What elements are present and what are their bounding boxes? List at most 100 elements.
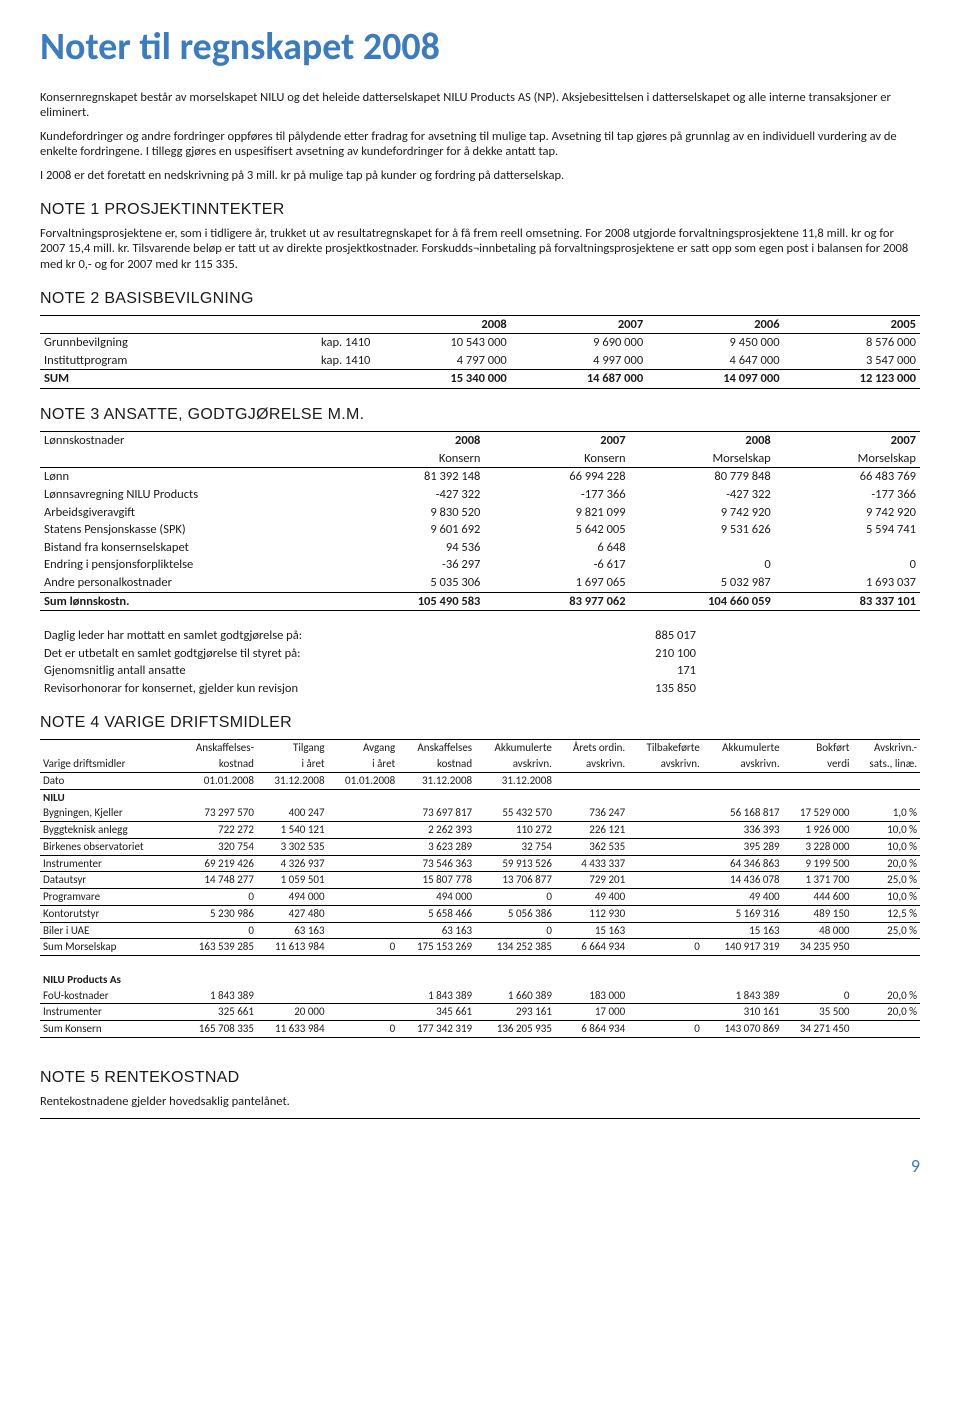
note4-header-cell xyxy=(40,740,176,756)
note4-cell xyxy=(628,855,703,872)
note3-cell: 1 693 037 xyxy=(775,574,920,592)
note3-sum-cell: 105 490 583 xyxy=(339,592,484,611)
note4-header-cell: 31.12.2008 xyxy=(398,772,475,789)
note3-row-label: Lønnsavregning NILU Products xyxy=(40,486,339,504)
note4-header-cell: i året xyxy=(257,756,328,772)
note4-cell: 3 623 289 xyxy=(398,838,475,855)
note4-cell: 5 658 466 xyxy=(398,905,475,922)
note3-cell: -6 617 xyxy=(484,556,629,574)
note4-sum-cell xyxy=(853,1021,921,1038)
note1-heading: NOTE 1 PROSJEKTINNTEKTER xyxy=(40,200,920,220)
note2-sum-label: SUM xyxy=(40,370,251,389)
note4-header-cell: Tilbakeførte xyxy=(628,740,703,756)
note4-cell: 59 913 526 xyxy=(475,855,555,872)
note3-extra-value: 210 100 xyxy=(568,645,700,663)
note3-cell: 5 032 987 xyxy=(630,574,775,592)
page-number: 9 xyxy=(40,1155,920,1178)
note4-cell: 0 xyxy=(475,922,555,939)
note4-sum-cell: 0 xyxy=(328,939,399,956)
note4-header-cell: Anskaffelses- xyxy=(176,740,257,756)
note4-header-cell: 31.12.2008 xyxy=(257,772,328,789)
note3-cell: 1 697 065 xyxy=(484,574,629,592)
note4-header-cell: Akkumulerte xyxy=(475,740,555,756)
note4-row-label: Bygningen, Kjeller xyxy=(40,805,176,821)
note4-cell: 73 697 817 xyxy=(398,805,475,821)
note4-cell: 14 748 277 xyxy=(176,872,257,889)
note3-cell: 81 392 148 xyxy=(339,468,484,486)
note4-header-cell: 01.01.2008 xyxy=(176,772,257,789)
note4-cell: 17 529 000 xyxy=(783,805,853,821)
note2-row-kap: kap. 1410 xyxy=(251,352,374,370)
note3-label0: Lønnskostnader xyxy=(40,432,339,450)
note4-cell xyxy=(628,838,703,855)
note4-cell: 3 228 000 xyxy=(783,838,853,855)
note3-h2: Morselskap xyxy=(630,450,775,468)
note4-sum-cell: 140 917 319 xyxy=(703,939,783,956)
note2-heading: NOTE 2 BASISBEVILGNING xyxy=(40,289,920,309)
note4-header-cell: Avskrivn.- xyxy=(853,740,921,756)
note4-header-cell: sats., linæ. xyxy=(853,756,921,772)
page-title: Noter til regnskapet 2008 xyxy=(40,24,920,72)
note3-cell: 80 779 848 xyxy=(630,468,775,486)
note3-row-label: Endring i pensjonsforpliktelse xyxy=(40,556,339,574)
note4-header-cell: Bokført xyxy=(783,740,853,756)
note4-sum-cell: 6 864 934 xyxy=(555,1021,628,1038)
intro-paragraph-2: Kundefordringer og andre fordringer oppf… xyxy=(40,129,920,160)
note4-cell xyxy=(628,905,703,922)
note5-heading: NOTE 5 RENTEKOSTNAD xyxy=(40,1068,920,1088)
note4-sum-label: Sum Morselskap xyxy=(40,939,176,956)
note3-extra-value: 135 850 xyxy=(568,680,700,698)
note4-sum-cell: 11 613 984 xyxy=(257,939,328,956)
note4-sum-cell: 34 235 950 xyxy=(783,939,853,956)
note4-sum-label: Sum Konsern xyxy=(40,1021,176,1038)
note4-group2: NILU Products As xyxy=(40,972,920,988)
note4-row-label: Birkenes observatoriet xyxy=(40,838,176,855)
note4-header-cell: verdi xyxy=(783,756,853,772)
note2-row-label: Instituttprogram xyxy=(40,352,251,370)
note4-cell: 310 161 xyxy=(703,1004,783,1021)
note4-cell: 1 371 700 xyxy=(783,872,853,889)
note4-cell: 49 400 xyxy=(703,889,783,906)
intro-paragraph-1: Konsernregnskapet består av morselskapet… xyxy=(40,90,920,121)
note4-sum-cell: 11 633 984 xyxy=(257,1021,328,1038)
note4-cell: 10,0 % xyxy=(853,822,921,839)
note2-cell: 4 647 000 xyxy=(647,352,783,370)
note4-cell: 15 163 xyxy=(703,922,783,939)
note4-cell: 20 000 xyxy=(257,1004,328,1021)
note4-cell: 64 346 863 xyxy=(703,855,783,872)
note4-cell: 63 163 xyxy=(398,922,475,939)
note4-cell xyxy=(628,872,703,889)
note4-sum-cell: 165 708 335 xyxy=(176,1021,257,1038)
note3-cell: -36 297 xyxy=(339,556,484,574)
note4-header-cell: avskrivn. xyxy=(703,756,783,772)
note4-header-cell: Varige driftsmidler xyxy=(40,756,176,772)
note4-cell: 0 xyxy=(475,889,555,906)
note3-cell: -427 322 xyxy=(630,486,775,504)
note4-header-cell: Akkumulerte xyxy=(703,740,783,756)
note4-cell: 400 247 xyxy=(257,805,328,821)
note3-cell: 9 830 520 xyxy=(339,504,484,522)
note4-cell xyxy=(328,922,399,939)
note4-cell: 4 433 337 xyxy=(555,855,628,872)
note4-sum-cell: 143 070 869 xyxy=(703,1021,783,1038)
note4-cell: 444 600 xyxy=(783,889,853,906)
note2-cell: 4 997 000 xyxy=(511,352,647,370)
note4-cell: 1 843 389 xyxy=(398,988,475,1004)
note4-cell: 20,0 % xyxy=(853,1004,921,1021)
note3-extra-label: Gjenomsnitlig antall ansatte xyxy=(40,662,568,680)
note4-cell: 427 480 xyxy=(257,905,328,922)
note2-col-2008: 2008 xyxy=(374,315,510,334)
note4-sum-cell: 0 xyxy=(328,1021,399,1038)
note4-cell: 10,0 % xyxy=(853,838,921,855)
note4-cell: 20,0 % xyxy=(853,855,921,872)
note4-cell: 0 xyxy=(176,889,257,906)
note4-cell: 12,5 % xyxy=(853,905,921,922)
note3-extra-value: 171 xyxy=(568,662,700,680)
note3-extra-value: 885 017 xyxy=(568,627,700,645)
note4-cell xyxy=(328,822,399,839)
note4-sum-cell: 34 271 450 xyxy=(783,1021,853,1038)
note4-header-cell: Dato xyxy=(40,772,176,789)
note3-extra-label: Revisorhonorar for konsernet, gjelder ku… xyxy=(40,680,568,698)
note4-cell: 73 546 363 xyxy=(398,855,475,872)
note3-cell: 9 742 920 xyxy=(775,504,920,522)
